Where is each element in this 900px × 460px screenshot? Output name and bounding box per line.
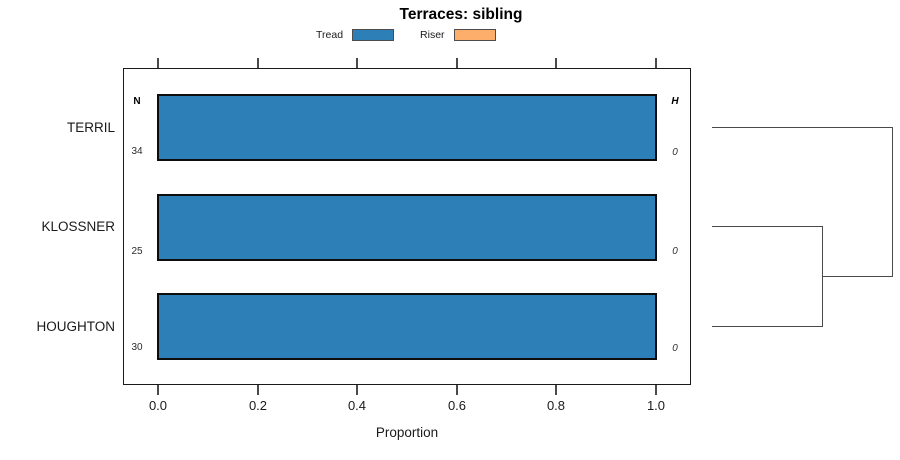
x-axis-tick-bottom [356, 385, 358, 395]
category-label-houghton: HOUGHTON [36, 319, 115, 334]
legend-swatch-tread [352, 29, 395, 41]
bar-segment-tread [159, 196, 655, 259]
x-axis-tick-bottom [555, 385, 557, 395]
bar-houghton [157, 293, 657, 360]
category-label-terril: TERRIL [66, 120, 115, 135]
x-axis-tick-top [356, 58, 358, 68]
x-axis-tick-top [555, 58, 557, 68]
x-axis-tick-label: 0.4 [347, 398, 367, 413]
h-value-terril: 0 [672, 147, 678, 158]
x-axis-tick-bottom [655, 385, 657, 395]
x-axis-tick-top [456, 58, 458, 68]
x-axis-tick-top [257, 58, 259, 68]
x-axis-tick-bottom [456, 385, 458, 395]
chart-title: Terraces: sibling [399, 6, 523, 23]
bar-terril [157, 94, 657, 161]
dendrogram-branch-houghton [712, 326, 823, 328]
bar-segment-tread [159, 295, 655, 358]
x-axis-tick-top [157, 58, 159, 68]
legend: Tread Riser [316, 27, 496, 43]
x-axis-tick-top [655, 58, 657, 68]
legend-label-tread: Tread [316, 29, 344, 41]
dendrogram-merge-root [892, 127, 894, 277]
dendrogram-connector-cluster [822, 276, 893, 278]
n-value-terril: 34 [131, 146, 143, 157]
dendrogram-branch-klossner [712, 226, 823, 228]
legend-swatch-riser [453, 29, 496, 41]
x-axis-tick-bottom [257, 385, 259, 395]
bar-segment-tread [159, 96, 655, 159]
x-axis-tick-label: 0.0 [148, 398, 168, 413]
n-value-houghton: 30 [131, 342, 143, 353]
legend-label-riser: Riser [420, 29, 445, 41]
category-label-klossner: KLOSSNER [41, 219, 115, 234]
x-axis-tick-label: 0.2 [248, 398, 268, 413]
dendrogram-branch-terril [712, 127, 893, 129]
bar-klossner [157, 194, 657, 261]
x-axis-tick-label: 0.6 [447, 398, 467, 413]
x-axis-tick-bottom [157, 385, 159, 395]
h-value-houghton: 0 [672, 343, 678, 354]
n-column-header: N [133, 96, 141, 107]
x-axis-tick-label: 1.0 [646, 398, 666, 413]
n-value-klossner: 25 [131, 246, 143, 257]
x-axis-title: Proportion [375, 425, 439, 440]
x-axis-tick-label: 0.8 [546, 398, 566, 413]
h-column-header: H [671, 96, 679, 107]
h-value-klossner: 0 [672, 246, 678, 257]
